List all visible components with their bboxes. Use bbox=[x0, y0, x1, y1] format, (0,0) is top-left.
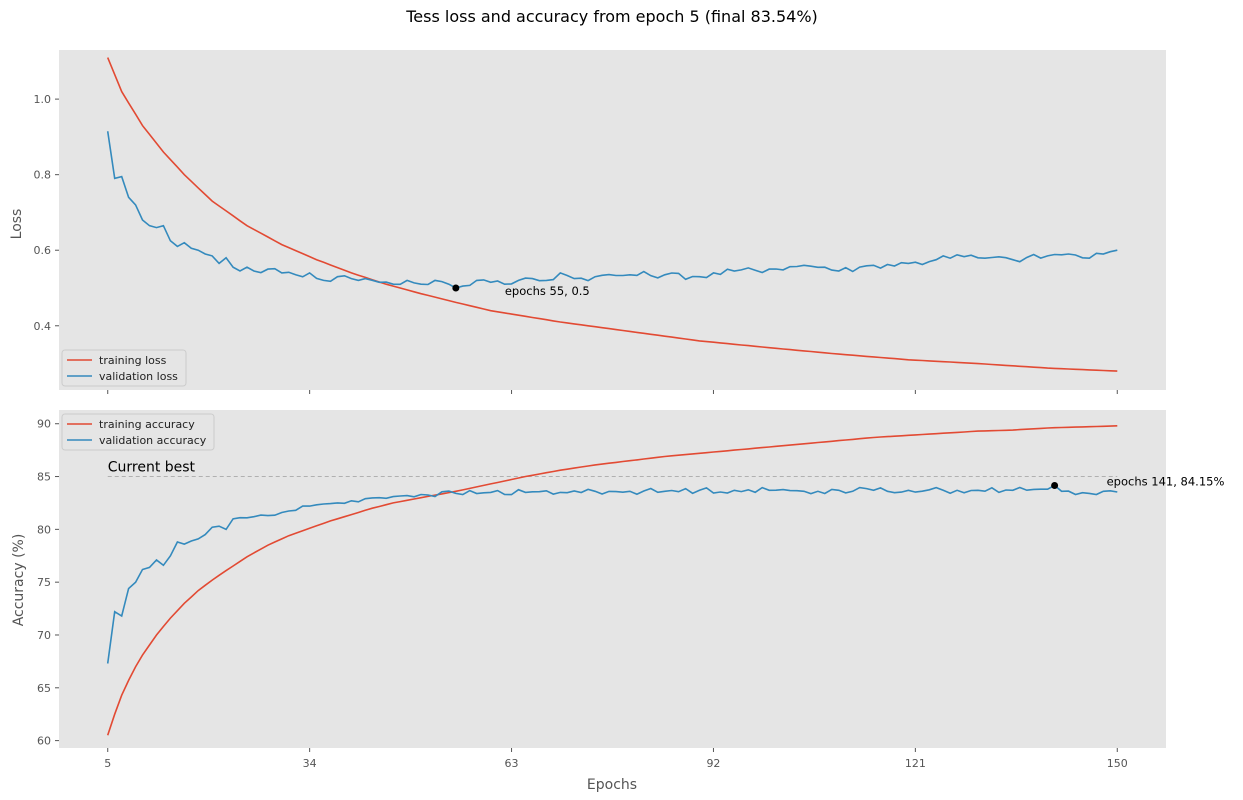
accuracy-series-training-accuracy bbox=[106, 425, 1118, 736]
accuracy-ytick-label: 90 bbox=[37, 418, 51, 431]
accuracy-ytick-label: 60 bbox=[37, 735, 51, 748]
loss-annotation-label: epochs 55, 0.5 bbox=[505, 284, 590, 298]
accuracy-xtick-label: 5 bbox=[104, 757, 111, 770]
accuracy-xtick-label: 121 bbox=[905, 757, 926, 770]
accuracy-xlabel: Epochs bbox=[587, 777, 637, 793]
accuracy-ytick-label: 75 bbox=[37, 576, 51, 589]
loss-series-training-loss bbox=[106, 57, 1118, 372]
legend-label-validation-accuracy: validation accuracy bbox=[99, 434, 207, 447]
accuracy-annotation-marker bbox=[1051, 482, 1059, 490]
accuracy-plot-area bbox=[59, 410, 1166, 748]
current-best-label: Current best bbox=[108, 460, 196, 476]
current-best-reference: Current best bbox=[107, 460, 1118, 478]
loss-ytick-label: 0.6 bbox=[34, 244, 52, 257]
accuracy-xtick-label: 34 bbox=[303, 757, 317, 770]
loss-annotation-marker bbox=[452, 284, 460, 292]
loss-axis-ticks: 0.4 0.6 0.8 1.0 bbox=[34, 93, 1118, 394]
legend-label-training-accuracy: training accuracy bbox=[99, 418, 195, 431]
accuracy-ylabel: Accuracy (%) bbox=[11, 534, 27, 627]
accuracy-panel: 60 65 70 75 80 85 90 5 34 63 92 121 150 Current best… bbox=[11, 410, 1224, 793]
loss-ylabel: Loss bbox=[9, 209, 25, 240]
loss-ytick-label: 0.8 bbox=[34, 169, 52, 182]
accuracy-legend-box bbox=[61, 413, 215, 451]
accuracy-legend: training accuracy validation accuracy bbox=[61, 413, 215, 451]
loss-ytick-label: 1.0 bbox=[34, 93, 52, 106]
accuracy-series-validation-accuracy bbox=[106, 484, 1118, 664]
figure-title: Tess loss and accuracy from epoch 5 (fin… bbox=[405, 7, 818, 26]
accuracy-ytick-label: 65 bbox=[37, 682, 51, 695]
accuracy-annotation-group: epochs 141, 84.15% bbox=[1051, 475, 1224, 490]
accuracy-annotation-label: epochs 141, 84.15% bbox=[1107, 475, 1225, 489]
loss-legend-box bbox=[61, 349, 187, 387]
accuracy-series bbox=[106, 425, 1118, 736]
loss-series-validation-loss bbox=[106, 131, 1118, 289]
loss-ytick-label: 0.4 bbox=[34, 320, 52, 333]
loss-legend: training loss validation loss bbox=[61, 349, 187, 387]
loss-annotation-group: epochs 55, 0.5 bbox=[452, 284, 590, 298]
accuracy-xtick-label: 92 bbox=[706, 757, 720, 770]
accuracy-axis-ticks: 60 65 70 75 80 85 90 5 34 63 92 121 150 bbox=[37, 418, 1128, 770]
loss-panel: 0.4 0.6 0.8 1.0 epochs 55, 0.5 Loss trainin… bbox=[9, 50, 1166, 394]
accuracy-ytick-label: 70 bbox=[37, 629, 51, 642]
legend-label-training-loss: training loss bbox=[99, 354, 167, 367]
legend-label-validation-loss: validation loss bbox=[99, 370, 178, 383]
loss-series bbox=[106, 57, 1118, 372]
accuracy-xtick-label: 63 bbox=[505, 757, 519, 770]
accuracy-xtick-label: 150 bbox=[1107, 757, 1128, 770]
accuracy-ytick-label: 85 bbox=[37, 471, 51, 484]
loss-plot-area bbox=[59, 50, 1166, 390]
accuracy-ytick-label: 80 bbox=[37, 523, 51, 536]
